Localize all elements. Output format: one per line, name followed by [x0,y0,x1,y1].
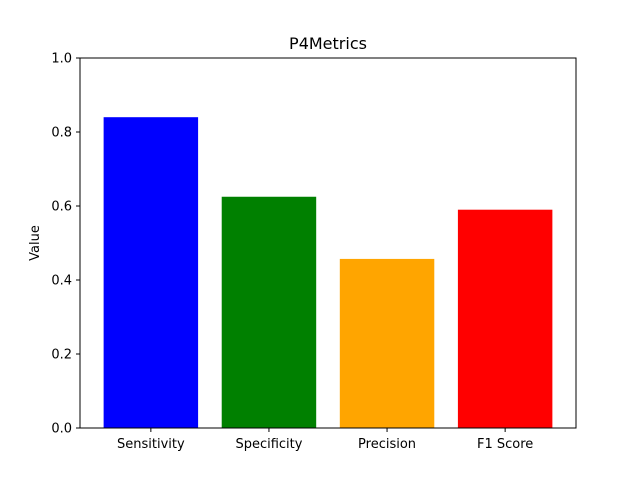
y-axis-label: Value [28,225,43,261]
y-tick-label: 0.0 [51,422,72,437]
bar-precision [339,258,435,428]
bars-group [103,117,553,428]
y-tick-label: 0.2 [51,348,72,363]
y-tick-label: 0.8 [51,126,72,141]
bar-f1-score [457,209,553,428]
y-tick-label: 1.0 [51,52,72,67]
chart-title: P4Metrics [289,34,367,53]
x-axis-ticks: Sensitivity Specificity Precision F1 Score [117,428,533,452]
bar-sensitivity [103,117,199,428]
x-tick-label: Precision [358,437,416,452]
x-tick-label: F1 Score [477,437,533,452]
plot-frame [79,57,577,429]
y-axis-ticks: 0.0 0.2 0.4 0.6 0.8 1.0 [51,52,80,437]
bar-specificity [221,196,317,428]
y-tick-label: 0.6 [51,200,72,215]
x-tick-label: Sensitivity [117,437,185,452]
x-tick-label: Specificity [235,437,302,452]
y-tick-label: 0.4 [51,274,72,289]
